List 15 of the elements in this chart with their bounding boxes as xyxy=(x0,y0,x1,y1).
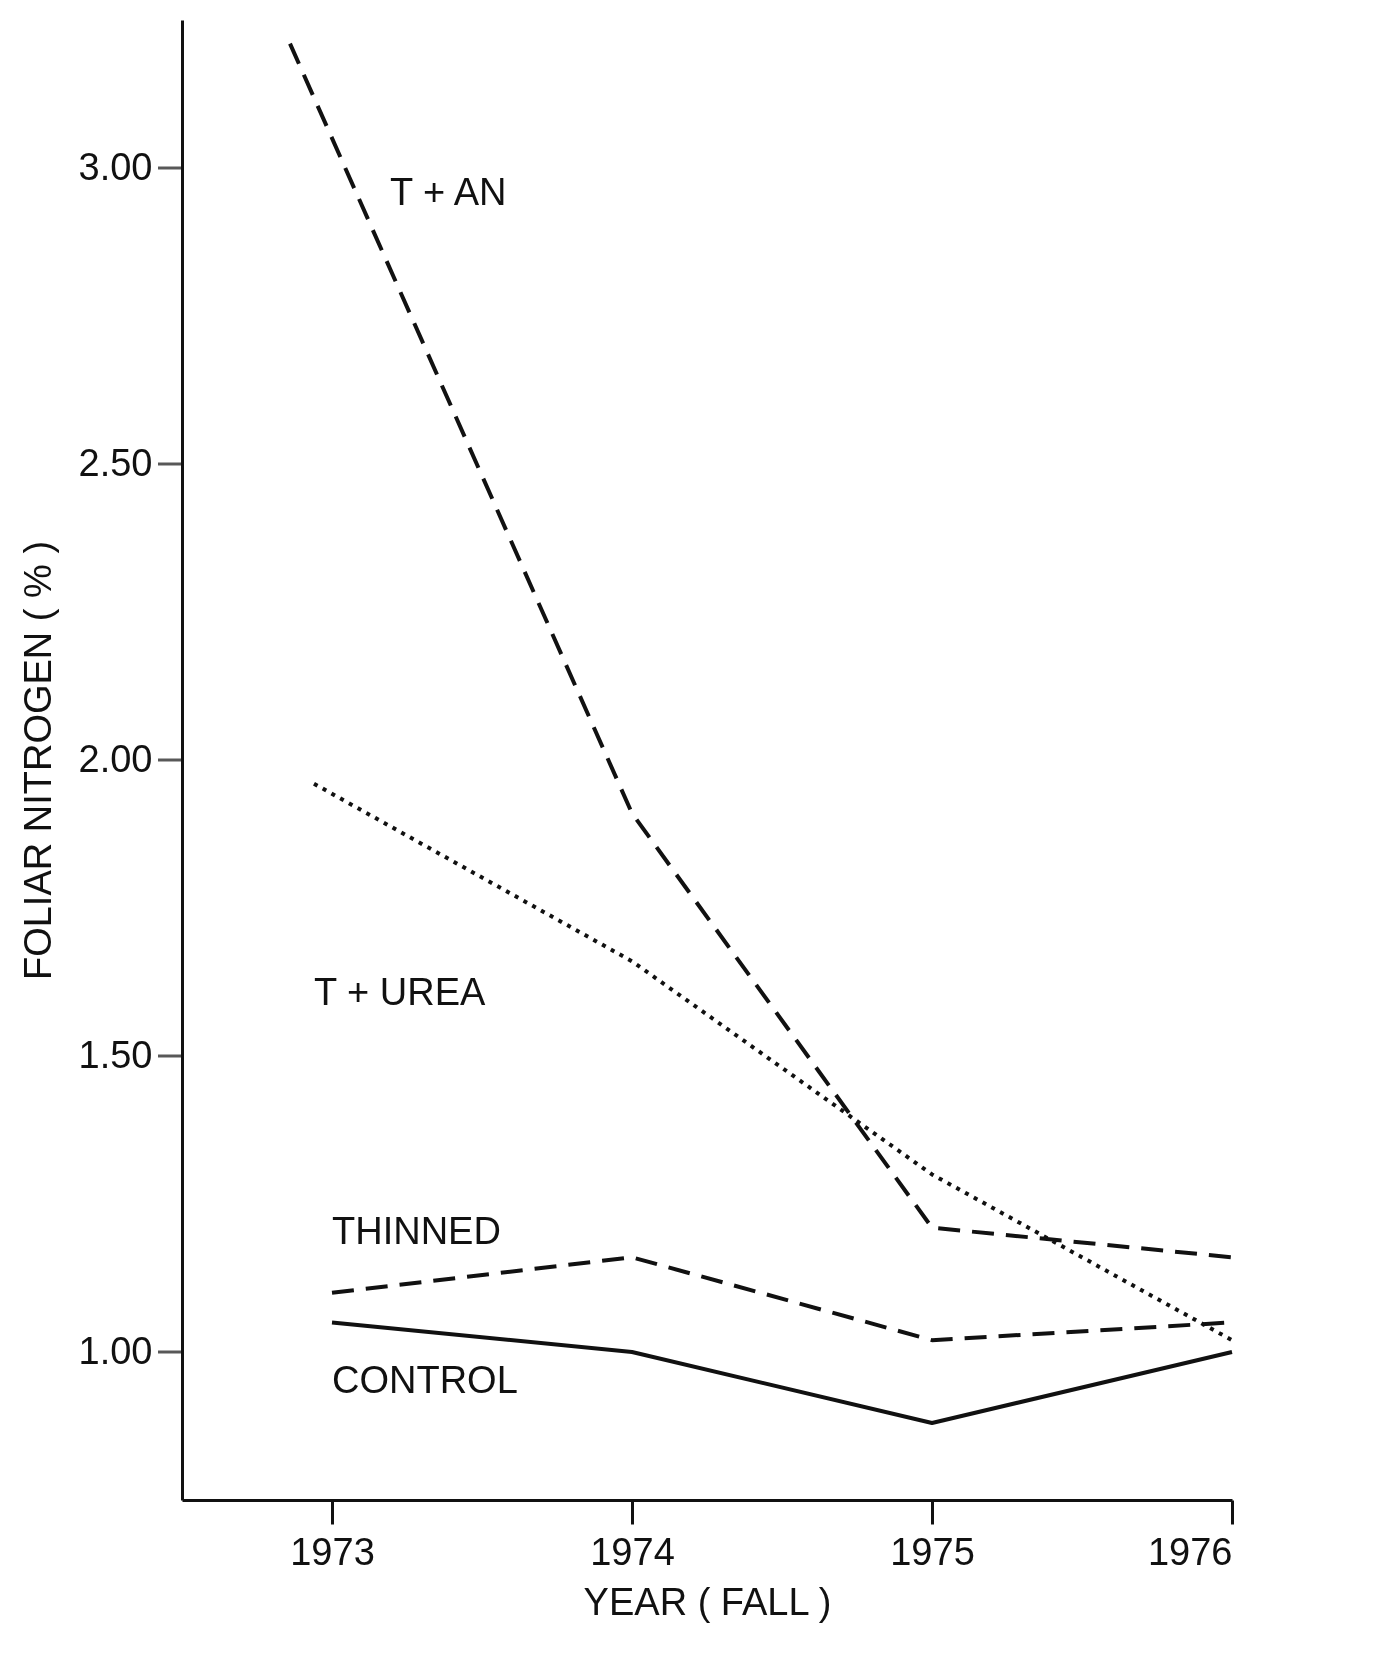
series-label: T + AN xyxy=(390,170,507,213)
y-tick-label: 3.00 xyxy=(78,145,153,188)
series-label: CONTROL xyxy=(332,1359,518,1402)
x-tick-label: 1975 xyxy=(890,1530,975,1573)
x-axis-title: YEAR ( FALL ) xyxy=(583,1580,832,1623)
y-tick-label: 1.50 xyxy=(78,1033,153,1076)
x-tick-label: 1973 xyxy=(290,1530,375,1573)
series-label: THINNED xyxy=(332,1209,501,1252)
text: T + UREA xyxy=(314,970,487,1013)
y-tick-label: 2.50 xyxy=(78,441,153,484)
y-tick-label: 2.00 xyxy=(78,737,153,780)
x-tick-label: 1974 xyxy=(590,1530,675,1573)
y-axis-title: FOLIAR NITROGEN ( % ) xyxy=(16,540,59,981)
x-tick-label: 1976 xyxy=(1147,1530,1233,1573)
y-tick-label: 1.00 xyxy=(78,1329,153,1372)
